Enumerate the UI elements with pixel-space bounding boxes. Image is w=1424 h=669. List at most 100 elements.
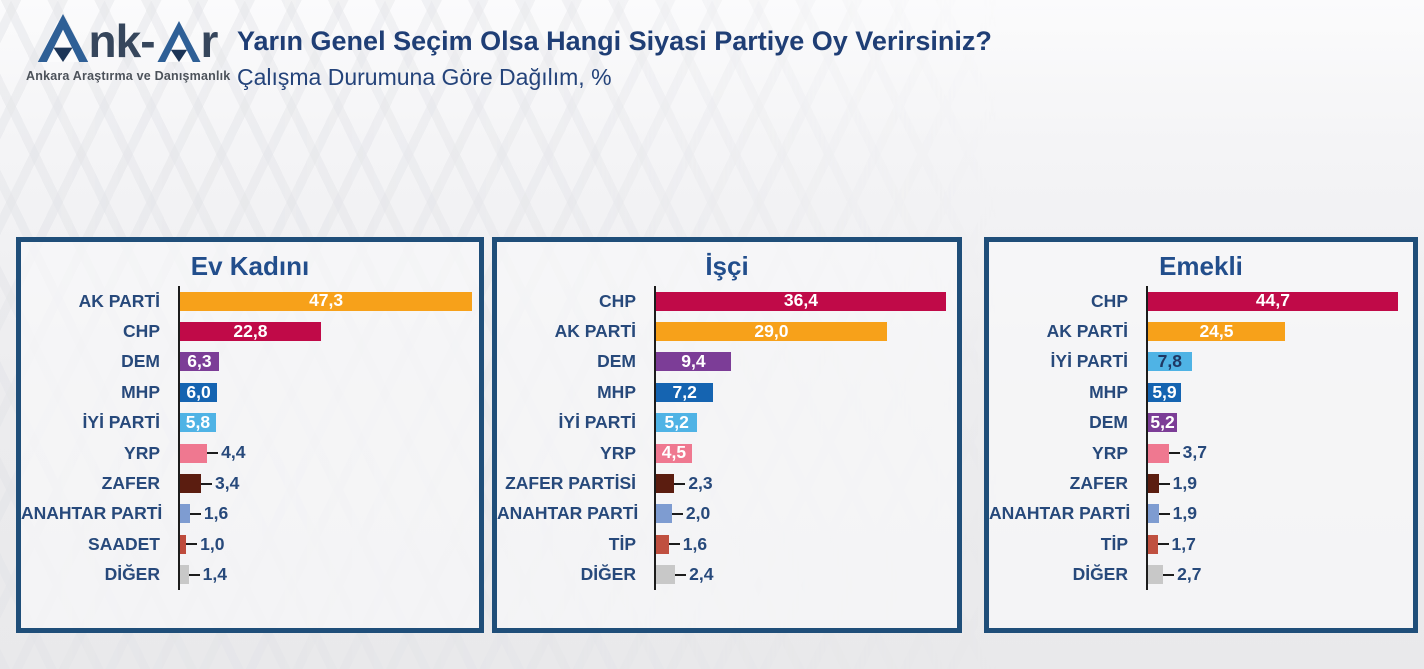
bar-ak-parti: 29,0 [656, 320, 887, 342]
value-label: 36,4 [783, 290, 818, 311]
party-label-tip: TİP [1100, 533, 1128, 554]
leader-line [1163, 573, 1175, 576]
bar-track: 1,9 [1148, 503, 1413, 524]
chart-row-iyi-parti: İYİ PARTİ 7,8 [989, 347, 1413, 377]
chart-row-chp: CHP 36,4 [497, 286, 957, 316]
chart-row-diger: DİĞER 2,7 [989, 560, 1413, 590]
value-label: 1,9 [1172, 503, 1197, 524]
bar-track: 5,9 [1148, 381, 1413, 402]
chart-row-zafer-partisi: ZAFER PARTİSİ 2,3 [497, 468, 957, 498]
bar-track: 5,8 [180, 413, 479, 433]
bar-track: 4,5 [656, 443, 957, 463]
bar-track: 1,6 [180, 503, 479, 524]
bar-ak-parti: 47,3 [180, 290, 473, 311]
chart-row-chp: CHP 44,7 [989, 286, 1413, 316]
party-label-diger: DİĞER [580, 564, 636, 585]
value-label: 6,3 [187, 351, 212, 372]
value-label: 1,7 [1171, 533, 1196, 554]
brand-text-r: r [200, 14, 219, 67]
chart-row-iyi-parti: İYİ PARTİ 5,8 [21, 408, 479, 438]
chart-row-yrp: YRP 4,5 [497, 438, 957, 468]
party-label-yrp: YRP [1092, 442, 1128, 463]
chart-row-tip: TİP 1,7 [989, 529, 1413, 559]
chart-row-dem: DEM 5,2 [989, 408, 1413, 438]
triangle-a-icon [37, 14, 88, 62]
bar-track: 5,2 [656, 413, 957, 433]
value-label: 29,0 [754, 320, 789, 341]
value-label: 2,0 [685, 503, 711, 524]
bar-chart-ev-kadini: AK PARTİ 47,3 CHP 22,8 DEM 6,3 MHP 6,0 İYİ PARTİ… [21, 286, 479, 590]
chart-row-anahtar-parti: ANAHTAR PARTİ 2,0 [497, 499, 957, 529]
chart-row-ak-parti: AK PARTİ 29,0 [497, 316, 957, 346]
leader-line [207, 452, 219, 455]
bar-track: 6,3 [180, 351, 479, 372]
bar-zafer [180, 474, 201, 494]
bar-chp: 44,7 [1148, 291, 1398, 311]
bar-track: 1,6 [656, 533, 957, 554]
value-label: 5,9 [1152, 381, 1177, 402]
value-label: 1,6 [203, 503, 229, 524]
bar-anahtar-parti [656, 504, 672, 524]
bar-iyi-parti: 7,8 [1148, 352, 1192, 372]
chart-row-anahtar-parti: ANAHTAR PARTİ 1,6 [21, 499, 479, 529]
party-label-ak-parti: AK PARTİ [554, 321, 636, 342]
value-label: 3,7 [1182, 442, 1207, 463]
bar-chart-emekli: CHP 44,7 AK PARTİ 24,5 İYİ PARTİ 7,8 MHP 5,9 DEM… [989, 286, 1413, 590]
party-label-diger: DİĞER [1072, 564, 1128, 585]
bar-zafer [1148, 474, 1159, 494]
bar-chp: 22,8 [180, 322, 321, 342]
party-label-iyi-parti: İYİ PARTİ [558, 412, 636, 433]
bar-track: 2,7 [1148, 565, 1413, 585]
party-label-dem: DEM [597, 351, 636, 372]
value-label: 47,3 [309, 290, 344, 311]
chart-row-anahtar-parti: ANAHTAR PARTİ 1,9 [989, 499, 1413, 529]
bar-diger [656, 565, 676, 585]
bar-anahtar-parti [180, 504, 190, 524]
value-label: 1,6 [682, 533, 708, 554]
party-label-mhp: MHP [121, 381, 160, 402]
bar-track: 2,3 [656, 472, 957, 494]
bar-track: 7,2 [656, 381, 957, 402]
bar-mhp: 5,9 [1148, 381, 1181, 402]
party-label-mhp: MHP [1089, 381, 1128, 402]
panel-isci: İşçi CHP 36,4 AK PARTİ 29,0 DEM 9,4 MHP 7,2 İYİ … [492, 237, 962, 633]
leader-line [671, 512, 683, 515]
party-label-anahtar-parti: ANAHTAR PARTİ [989, 503, 1131, 524]
value-label: 5,2 [1150, 412, 1175, 432]
value-label: 2,3 [688, 472, 713, 493]
value-label: 3,4 [215, 472, 240, 493]
bar-track: 44,7 [1148, 291, 1413, 311]
bar-diger [180, 565, 189, 585]
party-label-mhp: MHP [597, 381, 636, 402]
chart-row-dem: DEM 6,3 [21, 347, 479, 377]
bar-track: 1,7 [1148, 533, 1413, 554]
panel-title: Ev Kadını [190, 251, 310, 281]
bar-tip [1148, 534, 1158, 554]
party-label-anahtar-parti: ANAHTAR PARTİ [21, 503, 163, 524]
bar-mhp: 7,2 [656, 381, 714, 402]
chart-row-zafer: ZAFER 3,4 [21, 468, 479, 498]
bar-track: 47,3 [180, 290, 479, 311]
party-label-tip: TİP [608, 533, 636, 554]
party-label-iyi-parti: İYİ PARTİ [82, 412, 160, 433]
value-label: 4,4 [221, 442, 246, 463]
bar-zafer-partisi [656, 474, 675, 494]
party-label-chp: CHP [1091, 290, 1128, 311]
leader-line [1158, 482, 1170, 485]
party-label-anahtar-parti: ANAHTAR PARTİ [497, 503, 639, 524]
chart-row-diger: DİĞER 1,4 [21, 560, 479, 590]
party-label-dem: DEM [121, 351, 160, 372]
value-label: 7,2 [672, 381, 697, 402]
party-label-chp: CHP [123, 321, 160, 342]
bar-track: 29,0 [656, 320, 957, 342]
bar-chart-isci: CHP 36,4 AK PARTİ 29,0 DEM 9,4 MHP 7,2 İYİ PARTİ… [497, 286, 957, 590]
party-label-saadet: SAADET [88, 533, 160, 554]
party-label-ak-parti: AK PARTİ [1046, 321, 1128, 342]
brand-text-nk: nk- [88, 14, 156, 67]
leader-line [674, 482, 686, 485]
panel-emekli: Emekli CHP 44,7 AK PARTİ 24,5 İYİ PARTİ 7,8 MH… [984, 237, 1418, 633]
triangle-a-icon [157, 21, 201, 62]
party-label-dem: DEM [1089, 412, 1128, 433]
ankar-wordmark: nk- r [26, 14, 228, 67]
party-label-chp: CHP [599, 290, 636, 311]
